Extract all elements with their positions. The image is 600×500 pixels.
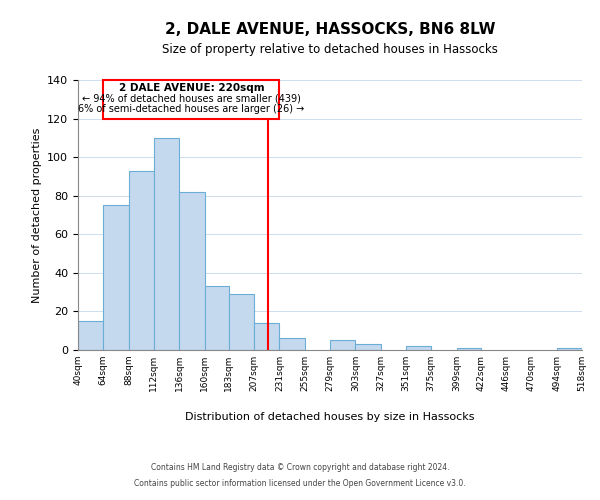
Bar <box>229 294 254 350</box>
Bar <box>103 206 128 350</box>
Bar <box>557 348 582 350</box>
Text: Size of property relative to detached houses in Hassocks: Size of property relative to detached ho… <box>162 42 498 56</box>
Bar <box>280 338 305 350</box>
Bar <box>78 321 103 350</box>
Bar <box>254 323 280 350</box>
Bar <box>205 286 229 350</box>
Y-axis label: Number of detached properties: Number of detached properties <box>32 128 41 302</box>
FancyBboxPatch shape <box>103 80 280 118</box>
Text: Contains HM Land Registry data © Crown copyright and database right 2024.: Contains HM Land Registry data © Crown c… <box>151 464 449 472</box>
Bar <box>330 340 355 350</box>
Text: Distribution of detached houses by size in Hassocks: Distribution of detached houses by size … <box>185 412 475 422</box>
Text: 2, DALE AVENUE, HASSOCKS, BN6 8LW: 2, DALE AVENUE, HASSOCKS, BN6 8LW <box>165 22 495 38</box>
Text: Contains public sector information licensed under the Open Government Licence v3: Contains public sector information licen… <box>134 478 466 488</box>
Bar <box>179 192 205 350</box>
Bar <box>406 346 431 350</box>
Text: ← 94% of detached houses are smaller (439): ← 94% of detached houses are smaller (43… <box>82 94 301 104</box>
Bar <box>128 170 154 350</box>
Text: 2 DALE AVENUE: 220sqm: 2 DALE AVENUE: 220sqm <box>119 84 264 94</box>
Text: 6% of semi-detached houses are larger (26) →: 6% of semi-detached houses are larger (2… <box>78 104 304 114</box>
Bar <box>355 344 380 350</box>
Bar <box>457 348 481 350</box>
Bar <box>154 138 179 350</box>
